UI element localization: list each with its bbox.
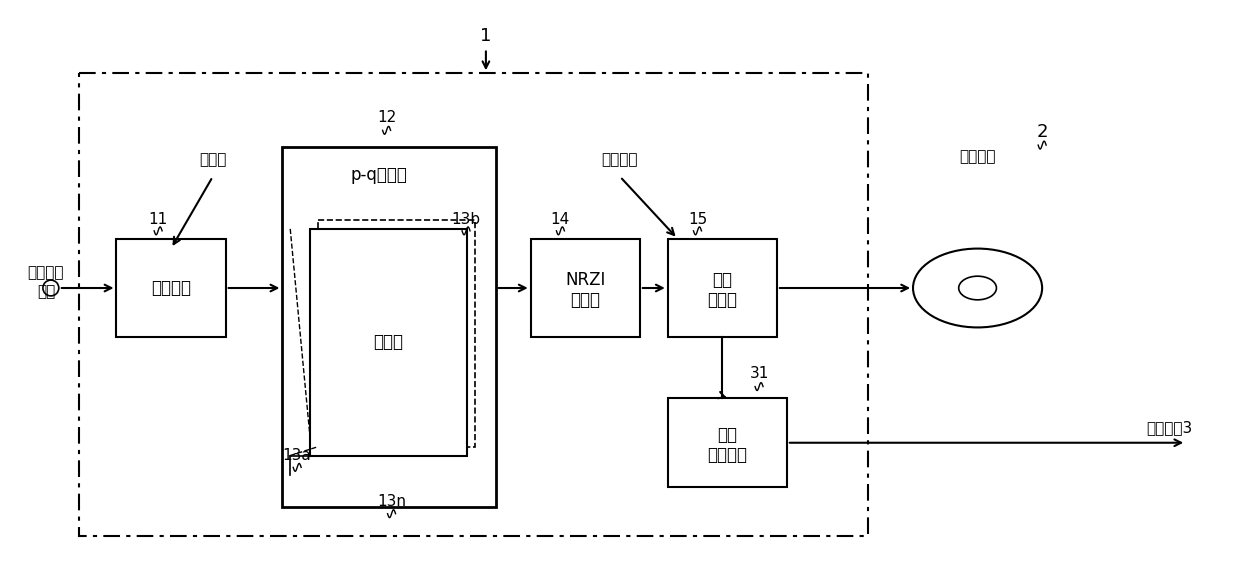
Bar <box>78 73 869 537</box>
Text: 传送: 传送 <box>717 426 737 444</box>
Text: 记录: 记录 <box>712 271 732 289</box>
Text: 14: 14 <box>551 212 570 227</box>
Bar <box>310 229 467 456</box>
Bar <box>530 239 639 338</box>
Text: 1: 1 <box>481 27 492 44</box>
Text: 编码表: 编码表 <box>374 333 404 351</box>
Text: 13b: 13b <box>451 212 481 227</box>
Bar <box>668 239 777 338</box>
Text: 変換部: 変換部 <box>570 291 600 309</box>
Text: NRZI: NRZI <box>565 271 606 289</box>
Text: 记录信号: 记录信号 <box>602 152 638 167</box>
Text: 12: 12 <box>377 110 396 125</box>
Text: 记录媒体: 记录媒体 <box>959 149 996 164</box>
Text: 2: 2 <box>1036 123 1048 141</box>
Bar <box>116 239 225 338</box>
Bar <box>318 220 475 447</box>
Text: 信号: 信号 <box>37 284 55 299</box>
Text: 数字信息: 数字信息 <box>27 265 64 280</box>
Text: 31: 31 <box>750 366 768 381</box>
Bar <box>326 211 483 438</box>
Bar <box>668 398 787 487</box>
Bar <box>282 147 496 507</box>
Text: 13n: 13n <box>377 494 406 509</box>
Text: 编码装置: 编码装置 <box>707 445 747 463</box>
Text: 源数据: 源数据 <box>199 152 227 167</box>
Text: 格式化部: 格式化部 <box>151 279 191 297</box>
Text: 11: 11 <box>149 212 167 227</box>
Text: 15: 15 <box>688 212 707 227</box>
Text: 13a: 13a <box>282 448 311 463</box>
Text: 驱动部: 驱动部 <box>707 291 737 309</box>
Text: p-q调制部: p-q调制部 <box>351 166 408 183</box>
Text: 传送媒体3: 传送媒体3 <box>1146 421 1193 436</box>
